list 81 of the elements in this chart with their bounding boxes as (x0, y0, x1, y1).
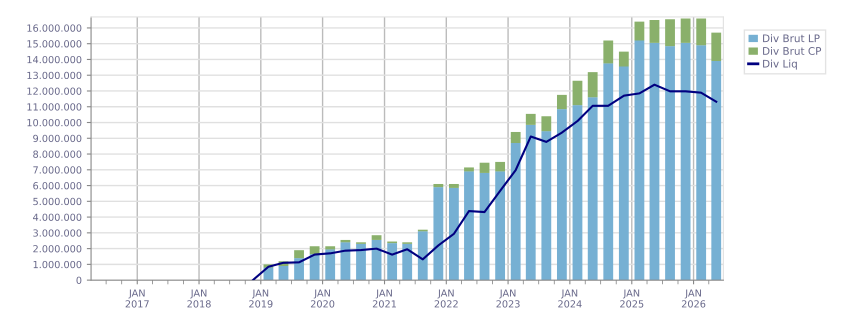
y-tick-label: 1.000.000 (34, 260, 82, 268)
y-tick-label: 15.000.000 (27, 40, 82, 48)
bar (526, 114, 536, 125)
bar (449, 184, 459, 188)
bar (556, 109, 567, 280)
bar (433, 187, 444, 280)
y-tick-label: 13.000.000 (27, 72, 82, 80)
y-tick-label: 3.000.000 (33, 229, 82, 237)
bar (588, 72, 598, 98)
bar (696, 18, 706, 46)
x-tick-label: JAN 2018 (187, 289, 211, 308)
bar (541, 116, 552, 132)
y-tick-label: 10.000.000 (27, 118, 82, 126)
bar (418, 231, 428, 280)
bar (634, 22, 644, 41)
bar (711, 61, 722, 280)
legend-label: Div Liq (763, 60, 797, 70)
bar (650, 42, 660, 280)
x-tick-label: JAN 2022 (434, 289, 458, 308)
y-tick-label: 14.000.000 (27, 56, 82, 64)
y-tick-label: 6.000.000 (33, 182, 82, 190)
bar (449, 188, 459, 280)
bar (278, 266, 288, 280)
bar (588, 97, 598, 280)
legend-label: Div Brut LP (763, 34, 820, 42)
bar (433, 184, 444, 188)
bar (464, 167, 474, 172)
x-tick-label: JAN 2024 (558, 289, 582, 308)
bar (541, 131, 552, 280)
x-tick-label: JAN 2020 (310, 289, 334, 308)
bar (294, 250, 304, 258)
bar (372, 240, 382, 280)
bar (356, 244, 366, 280)
x-tick-label: JAN 2026 (682, 289, 706, 308)
bar (572, 105, 582, 280)
x-tick-label: JAN 2017 (126, 289, 149, 308)
y-tick-label: 4.000.000 (33, 214, 82, 221)
bar (310, 254, 320, 280)
bar (680, 42, 691, 280)
y-tick-label: 12.000.000 (27, 87, 82, 95)
bar (556, 94, 567, 110)
y-tick-label: 11.000.000 (27, 103, 82, 111)
bar (711, 32, 722, 62)
bar (603, 63, 614, 280)
y-tick-label: 8.000.000 (33, 150, 82, 158)
bar (572, 80, 582, 106)
bar (510, 132, 521, 143)
bar (665, 46, 675, 280)
x-tick-label: JAN 2019 (249, 289, 272, 308)
y-tick-label: 0 (76, 276, 82, 284)
bar (325, 246, 336, 250)
bar (634, 40, 644, 280)
bar (665, 19, 675, 46)
x-tick-label: JAN 2025 (620, 289, 644, 308)
bar (495, 162, 506, 172)
bar (340, 240, 350, 242)
bar (650, 20, 660, 43)
y-tick-label: 16.000.000 (27, 24, 82, 32)
bar (464, 171, 474, 280)
bar (495, 171, 506, 280)
y-tick-label: 7.000.000 (33, 166, 82, 174)
bar (696, 45, 706, 280)
y-tick-label: 5.000.000 (33, 198, 82, 206)
bar (340, 242, 350, 280)
bar (510, 143, 521, 280)
bar (310, 246, 320, 254)
y-tick-label: 2.000.000 (33, 245, 82, 252)
bar (480, 172, 490, 280)
bar (372, 235, 382, 240)
bar (387, 243, 398, 280)
bar (680, 18, 691, 43)
x-tick-label: JAN 2023 (496, 289, 520, 308)
bar (618, 52, 629, 67)
y-tick-label: 9.000.000 (33, 134, 82, 142)
bar (603, 40, 614, 64)
bar (618, 66, 629, 280)
legend-label: Div Brut CP (763, 46, 822, 55)
x-tick-label: JAN 2021 (372, 289, 396, 308)
bar (526, 124, 536, 280)
line-series (252, 84, 718, 280)
bar (480, 162, 490, 173)
